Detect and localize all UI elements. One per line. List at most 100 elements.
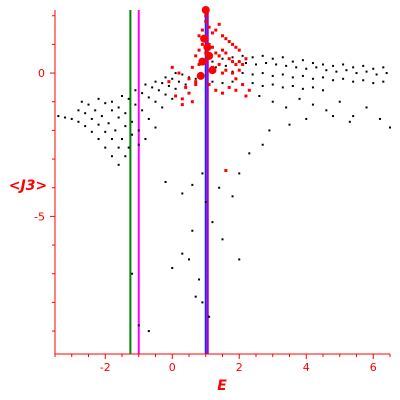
data-point (382, 66, 385, 69)
data-point (154, 80, 157, 83)
data-point (231, 80, 234, 83)
data-point (385, 72, 388, 75)
x-tick-label: -2 (100, 361, 111, 374)
data-point (131, 133, 134, 136)
data-point (211, 221, 214, 224)
data-point (271, 83, 274, 86)
data-point (84, 125, 87, 128)
x-tick-label: 0 (169, 361, 176, 374)
highlight-point (224, 169, 228, 173)
highlight-point (210, 31, 214, 35)
highlight-point-large (200, 34, 209, 43)
data-point (141, 109, 144, 112)
data-point (147, 117, 150, 120)
data-point (104, 130, 107, 133)
highlight-point (227, 57, 231, 61)
data-point (104, 102, 107, 105)
data-point (114, 129, 117, 132)
highlight-point (167, 80, 171, 84)
highlight-point (184, 85, 188, 89)
highlight-point (217, 54, 221, 58)
highlight-point (194, 80, 198, 84)
data-point (121, 138, 123, 140)
data-point (100, 115, 103, 118)
highlight-point (217, 62, 221, 66)
data-point (161, 106, 164, 109)
highlight-point (231, 42, 235, 46)
data-point (77, 120, 80, 123)
highlight-point (194, 54, 198, 58)
highlight-point (200, 28, 204, 32)
highlight-point (194, 83, 198, 87)
data-point (201, 172, 204, 175)
highlight-point (197, 62, 201, 66)
data-point (218, 186, 221, 189)
data-point (265, 62, 268, 65)
data-point (171, 77, 174, 80)
data-point (332, 79, 335, 82)
highlight-point-large (205, 51, 214, 60)
x-axis-label: E (217, 378, 227, 394)
data-point (117, 146, 120, 149)
data-point (325, 109, 328, 112)
data-point (291, 84, 294, 87)
data-point (164, 181, 167, 183)
data-point (288, 123, 291, 126)
data-point (261, 84, 264, 87)
highlight-point (210, 45, 214, 49)
data-point (291, 76, 294, 79)
data-point (94, 109, 97, 112)
highlight-point (204, 51, 208, 55)
highlight-point (247, 88, 251, 92)
data-point (281, 86, 284, 89)
highlight-point (207, 25, 211, 29)
data-point (154, 100, 157, 103)
highlight-point (214, 28, 218, 32)
highlight-point-large (196, 71, 205, 80)
data-point (90, 130, 93, 133)
highlight-point (244, 57, 248, 61)
data-point (191, 183, 194, 186)
data-point (285, 64, 288, 67)
data-point (117, 116, 120, 119)
highlight-point (234, 88, 238, 92)
y-axis-ticks: 0 -5 (34, 15, 55, 332)
data-point (144, 83, 147, 86)
data-point (104, 146, 107, 149)
data-point (134, 89, 137, 92)
data-point (201, 301, 204, 304)
highlight-point (170, 65, 174, 69)
data-point (137, 143, 140, 146)
highlight-point (231, 60, 235, 64)
data-point (184, 83, 187, 86)
data-point (97, 97, 100, 100)
highlight-point (227, 40, 231, 44)
data-point (352, 115, 355, 118)
highlight-point (214, 88, 218, 92)
data-point (137, 129, 140, 132)
data-point (375, 73, 378, 76)
data-point (295, 66, 298, 69)
data-point (305, 67, 308, 70)
y-axis-label: <J3> (9, 178, 47, 194)
data-point (275, 63, 278, 66)
black-points-series (57, 54, 391, 333)
highlight-point (224, 37, 228, 41)
data-point (77, 109, 80, 112)
data-point (117, 106, 120, 109)
data-point (255, 63, 257, 66)
data-point (268, 129, 271, 132)
data-point (177, 80, 180, 83)
data-point (117, 163, 120, 166)
data-point (171, 267, 174, 269)
data-point (258, 95, 261, 97)
data-point (372, 82, 375, 85)
data-point (362, 64, 365, 67)
data-point (315, 66, 318, 69)
data-point (261, 54, 264, 57)
data-point (174, 72, 177, 75)
data-point (251, 56, 254, 59)
highlight-point (187, 91, 191, 95)
data-point (365, 70, 368, 73)
highlight-point (204, 19, 208, 23)
